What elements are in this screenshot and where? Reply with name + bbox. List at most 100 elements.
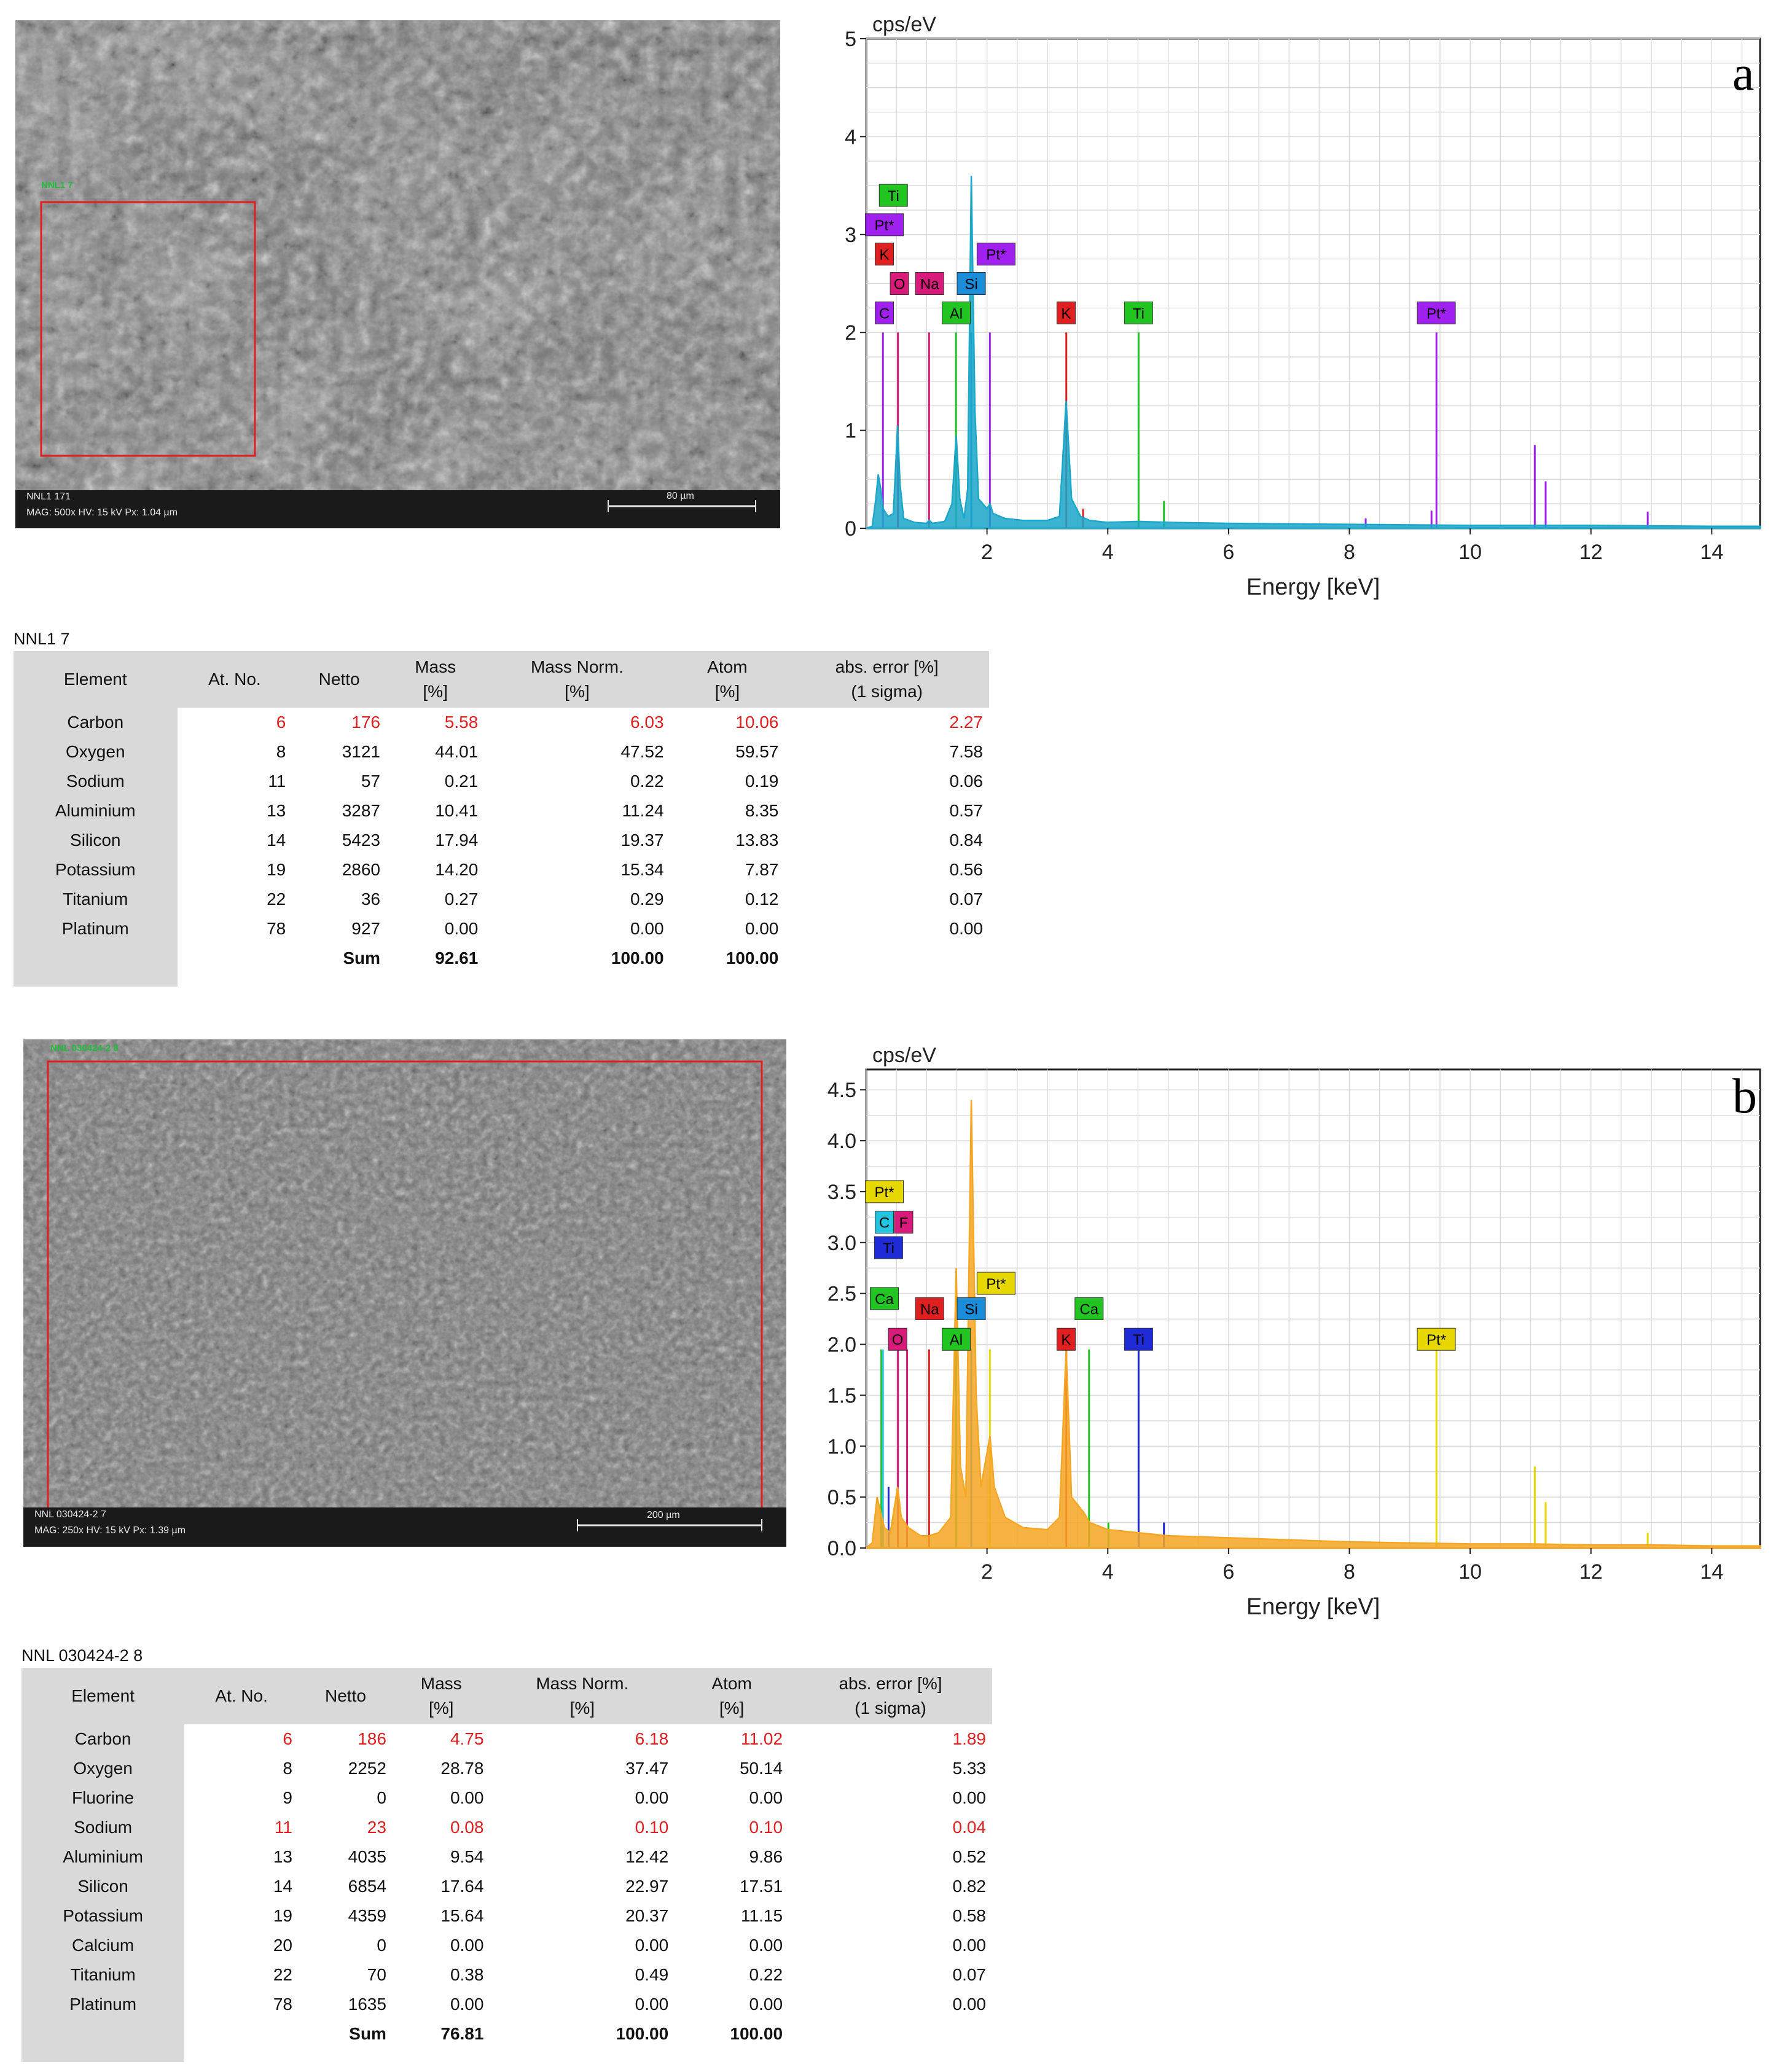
table-bottom-pad: [184, 2049, 299, 2062]
peak-label-text: Si: [964, 1302, 977, 1318]
sem-info-line1-a: NNL1 171: [26, 491, 71, 502]
cell-mass: 0.38: [450, 1965, 484, 1984]
sem-info-line1-b: NNL 030424-2 7: [34, 1509, 106, 1520]
cell-mass: 4.75: [450, 1729, 484, 1748]
spectrum-series: [866, 176, 1761, 530]
x-tick-label: 8: [1344, 541, 1355, 564]
roi-label-a: NNL1 7: [41, 180, 73, 190]
cell-mass: 17.64: [440, 1877, 484, 1896]
scale-label-a: 80 µm: [667, 491, 694, 501]
column-header-text: Netto: [325, 1686, 366, 1705]
table-row: Silicon 14 6854 17.64 22.97 17.51 0.82: [22, 1872, 992, 1901]
peak-label-text: Si: [964, 276, 977, 293]
cell-element: Oxygen: [22, 1754, 185, 1783]
cell-mass-norm: 19.37: [620, 831, 664, 850]
scale-label-b: 200 µm: [647, 1510, 680, 1520]
peak-label-box: [976, 1272, 1015, 1295]
column-header-text: [%]: [719, 1698, 745, 1718]
table-bottom-pad: [386, 973, 484, 987]
peak-label-box: [1124, 301, 1153, 324]
cell-error: 5.33: [952, 1759, 987, 1778]
column-header-text: (1 sigma): [851, 682, 923, 701]
table-bottom-pad: [299, 2049, 393, 2062]
spectrum-series: [864, 1100, 1761, 1549]
x-tick-label: 6: [1223, 541, 1234, 564]
peak-label-box: [1124, 1327, 1153, 1351]
column-header-text: Netto: [318, 670, 360, 689]
peak-label-box: [957, 272, 986, 295]
table-row: Titanium 22 36 0.27 0.29 0.12 0.07: [14, 885, 989, 914]
column-header: Netto: [298, 1668, 393, 1724]
table-row: Platinum 78 927 0.00 0.00 0.00 0.00: [14, 914, 989, 944]
table-row: Carbon 6 176 5.58 6.03 10.06 2.27: [14, 708, 989, 737]
cell-at-no: 19: [273, 1906, 292, 1925]
column-header: Mass [%]: [392, 1668, 490, 1724]
column-header: Element: [22, 1668, 185, 1724]
panel-letter-a: a: [1732, 47, 1755, 101]
y-tick-label: 4.0: [828, 1130, 856, 1153]
cell-error: 0.84: [949, 831, 984, 850]
peak-label-text: Ti: [883, 1240, 894, 1257]
peak-label-o: O: [890, 272, 909, 295]
sem-info-line2-b: MAG: 250x HV: 15 kV Px: 1.39 µm: [34, 1525, 186, 1536]
cell-mass: 9.54: [450, 1847, 484, 1866]
cell-at-no: 11: [268, 772, 286, 791]
cell-netto: 3121: [342, 742, 380, 761]
cell-mass-norm: 0.29: [630, 889, 664, 909]
cell-error: 0.82: [952, 1877, 987, 1896]
table-row: Aluminium 13 3287 10.41 11.24 8.35 0.57: [14, 796, 989, 826]
peak-label-text: K: [879, 247, 889, 264]
cell-element: Sodium: [22, 1813, 185, 1842]
peak-label-box: [1074, 1297, 1104, 1320]
cell-atom: 11.15: [741, 1906, 783, 1925]
table-bottom-pad: [670, 973, 785, 987]
x-tick-label: 14: [1700, 1560, 1723, 1584]
cell-mass-norm: 15.34: [620, 860, 664, 879]
cell-atom: 8.35: [745, 801, 779, 820]
peak-label-ti: Ti: [878, 184, 908, 207]
table-row: Calcium 20 0 0.00 0.00 0.00 0.00: [22, 1931, 992, 1960]
table-title-a: NNL1 7: [14, 630, 70, 648]
peak-label-box: [915, 272, 944, 295]
table-bottom-pad: [784, 973, 989, 987]
cell-mass-norm: 0.00: [630, 919, 664, 938]
peak-label-o: O: [888, 1327, 907, 1351]
peak-label-c: C: [874, 1211, 894, 1234]
column-header: Element: [14, 651, 178, 708]
table-row: Oxygen 8 2252 28.78 37.47 50.14 5.33: [22, 1754, 992, 1783]
peak-label-text: Pt*: [1426, 305, 1446, 322]
x-tick-label: 10: [1458, 541, 1482, 564]
column-header-text: abs. error [%]: [839, 1674, 942, 1693]
peak-label-al: Al: [941, 301, 971, 324]
panel-letter-b: b: [1732, 1069, 1757, 1124]
cell-at-no: 11: [274, 1818, 292, 1837]
cell-mass: 0.27: [444, 889, 479, 909]
cell-mass-norm: 11.24: [622, 801, 664, 820]
peak-label-box: [915, 1297, 944, 1320]
column-header-text: [%]: [423, 682, 448, 701]
peak-label-box: [941, 1327, 971, 1351]
cell-atom: 13.83: [735, 831, 779, 850]
peak-label-pt: Pt*: [864, 213, 904, 237]
column-header: Atom [%]: [670, 651, 785, 708]
sum-empty: [184, 2019, 299, 2049]
cell-error: 0.07: [952, 1965, 987, 1984]
column-header-text: At. No.: [215, 1686, 268, 1705]
cell-at-no: 14: [267, 831, 286, 850]
table-row: Sodium 11 57 0.21 0.22 0.19 0.06: [14, 767, 989, 796]
peak-label-box: [890, 272, 909, 295]
peak-label-text: Pt*: [874, 1184, 894, 1201]
eds-spectrum-b: Pt* C F Ti Pt* Ca Na Si Ca O Al K Ti Pt* 2 4 6 8 10 12 14 0.0…: [828, 1044, 1761, 1620]
y-tick-label: 3: [845, 224, 856, 247]
x-tick-label: 10: [1458, 1560, 1482, 1584]
column-header-text: At. No.: [208, 670, 261, 689]
cell-netto: 2252: [348, 1759, 386, 1778]
cell-error: 0.00: [949, 919, 984, 938]
peak-label-box: [1417, 1327, 1456, 1351]
cell-mass: 0.00: [450, 1936, 484, 1955]
table-bottom-pad: [292, 973, 386, 987]
cell-netto: 186: [358, 1729, 386, 1748]
cell-element: Titanium: [22, 1960, 185, 1990]
peak-label-si: Si: [957, 1297, 986, 1320]
